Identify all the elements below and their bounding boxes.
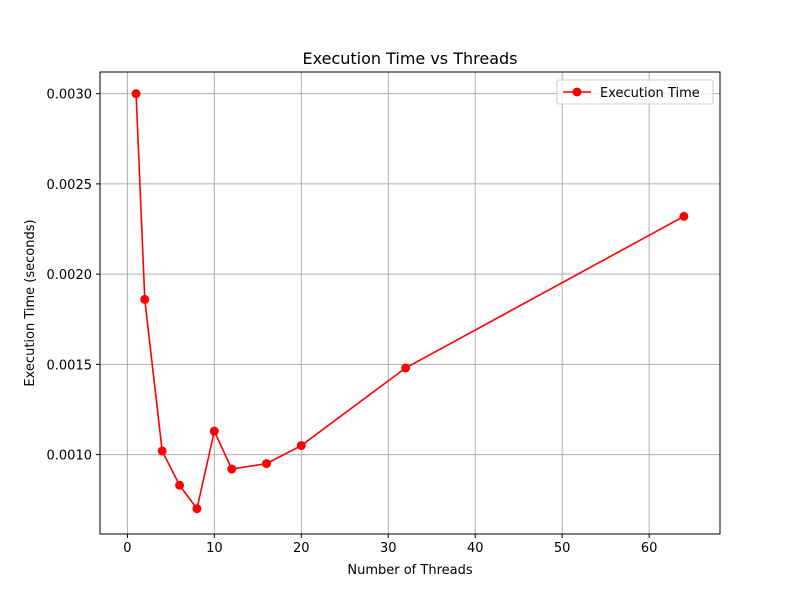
y-axis-title: Execution Time (seconds) bbox=[23, 219, 38, 386]
y-tick-label: 0.0030 bbox=[47, 88, 93, 103]
legend-marker-icon bbox=[572, 87, 582, 97]
y-tick-label: 0.0020 bbox=[47, 268, 93, 283]
x-tick-label: 20 bbox=[293, 541, 310, 556]
legend-label: Execution Time bbox=[600, 86, 700, 101]
data-point bbox=[227, 464, 237, 474]
data-point bbox=[262, 459, 272, 469]
y-tick-label: 0.0010 bbox=[47, 449, 93, 464]
legend-box bbox=[556, 79, 714, 105]
x-tick-label: 60 bbox=[641, 541, 658, 556]
y-axis: 0.0010 0.0015 0.0020 0.0025 0.0030 bbox=[47, 88, 100, 464]
plot-frame bbox=[99, 71, 721, 535]
data-point bbox=[209, 426, 219, 436]
data-point bbox=[131, 89, 141, 99]
chart-title: Execution Time vs Threads bbox=[302, 49, 517, 68]
x-axis-title: Number of Threads bbox=[347, 563, 472, 578]
x-axis: 0 10 20 30 40 50 60 bbox=[123, 534, 657, 556]
legend: Execution Time bbox=[556, 79, 714, 105]
x-tick-label: 50 bbox=[554, 541, 571, 556]
y-tick-label: 0.0015 bbox=[47, 358, 93, 373]
x-tick-label: 40 bbox=[467, 541, 484, 556]
data-point bbox=[296, 441, 306, 451]
series-layer bbox=[131, 89, 689, 514]
x-tick-label: 30 bbox=[380, 541, 397, 556]
x-tick-label: 0 bbox=[123, 541, 131, 556]
y-tick-label: 0.0025 bbox=[47, 178, 93, 193]
series-line bbox=[135, 93, 685, 510]
data-point bbox=[401, 363, 411, 373]
data-point bbox=[192, 504, 202, 514]
grid bbox=[100, 72, 720, 534]
x-tick-label: 10 bbox=[206, 541, 223, 556]
data-point bbox=[679, 211, 689, 221]
data-point bbox=[157, 446, 167, 456]
data-point bbox=[175, 480, 185, 490]
data-point bbox=[140, 294, 150, 304]
